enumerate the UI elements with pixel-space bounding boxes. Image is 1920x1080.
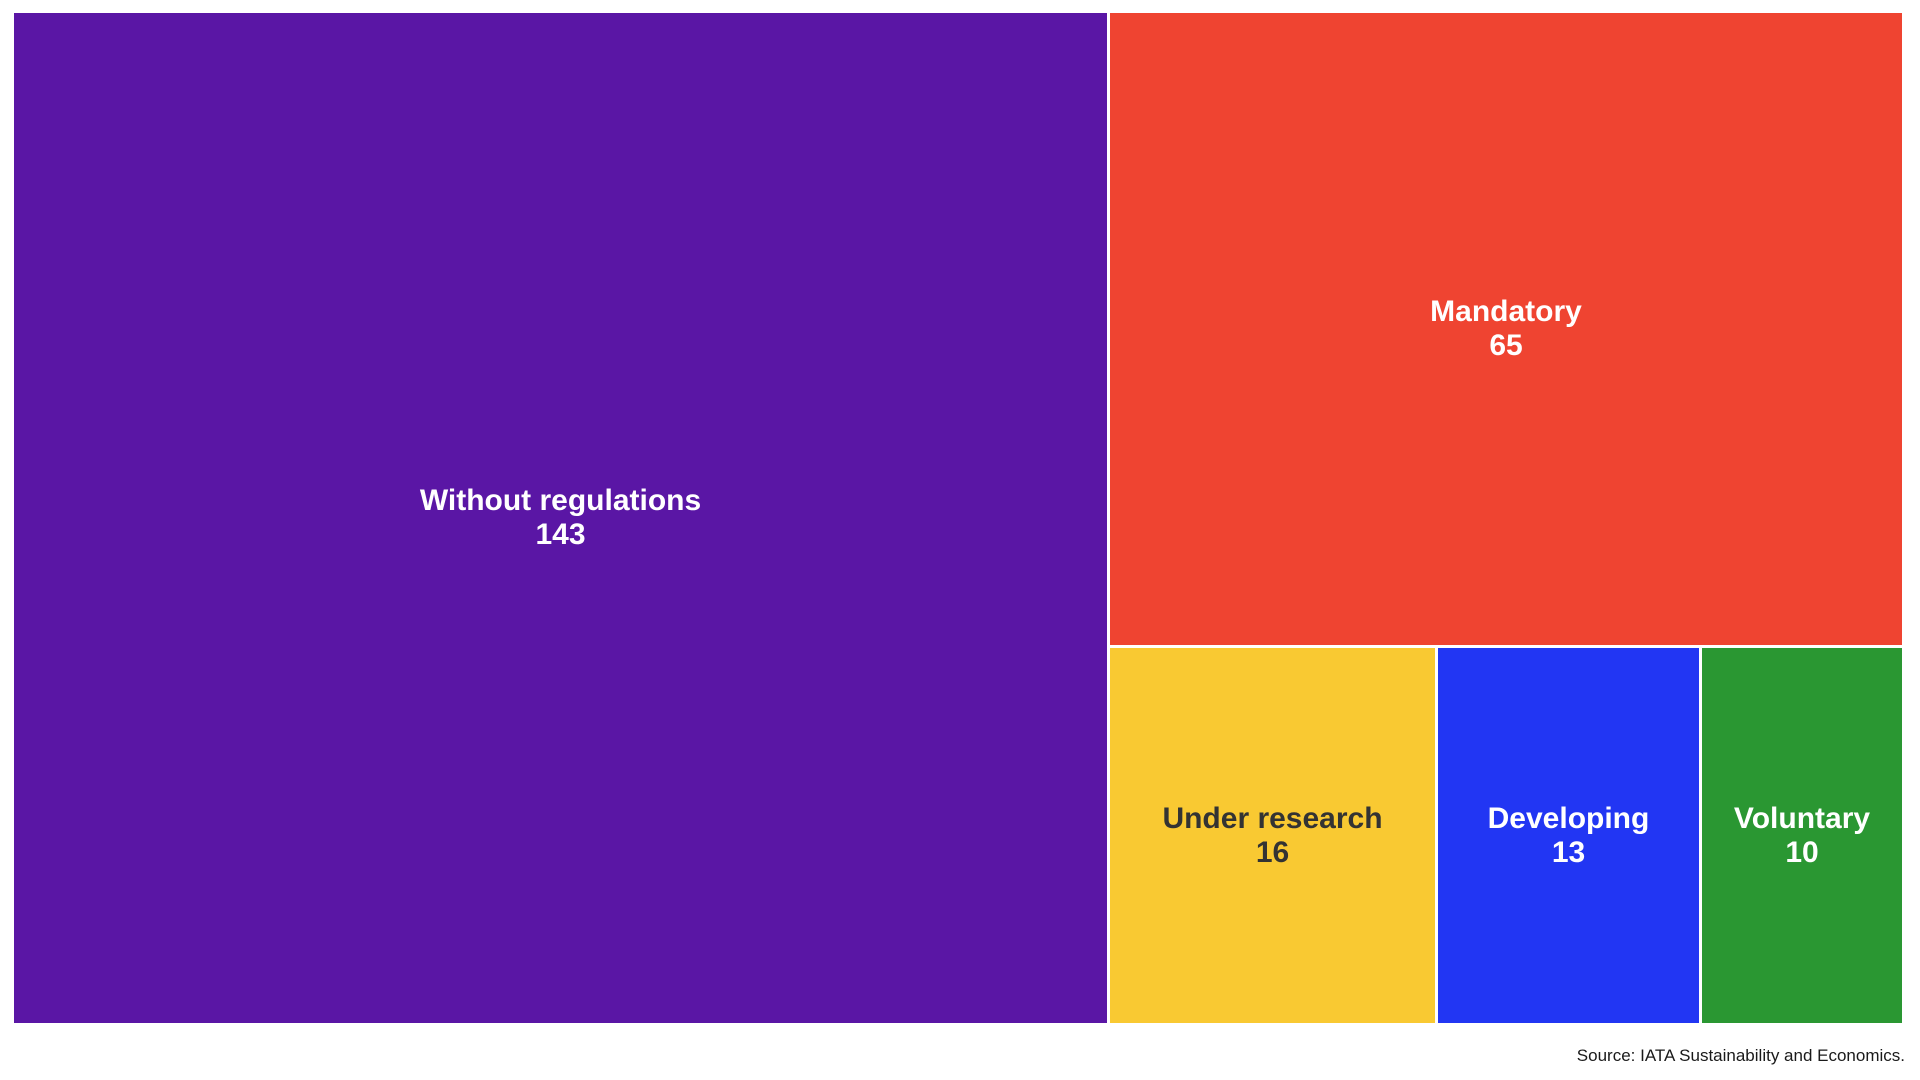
tile-value: 65 [1489, 329, 1523, 362]
tile-label: Under research [1162, 801, 1383, 835]
treemap-tile-voluntary: Voluntary 10 [1702, 648, 1902, 1023]
tile-value: 10 [1785, 835, 1819, 869]
tile-label: Developing [1487, 801, 1650, 835]
tile-label: Mandatory [1430, 295, 1582, 329]
tile-value: 143 [535, 518, 586, 551]
treemap-tile-developing: Developing 13 [1438, 648, 1699, 1023]
source-note: Source: IATA Sustainability and Economic… [1576, 1046, 1905, 1065]
tile-label: Voluntary [1733, 801, 1871, 835]
treemap-tile-under-research: Under research 16 [1110, 648, 1435, 1023]
treemap-tile-without-regulations: Without regulations 143 [14, 13, 1107, 1023]
tile-value: 16 [1255, 835, 1290, 869]
treemap-chart: Without regulations 143 Mandatory 65 Und… [14, 13, 1902, 1023]
tile-label: Without regulations [419, 484, 702, 518]
tile-value: 13 [1551, 835, 1586, 869]
treemap-tile-mandatory: Mandatory 65 [1110, 13, 1902, 645]
